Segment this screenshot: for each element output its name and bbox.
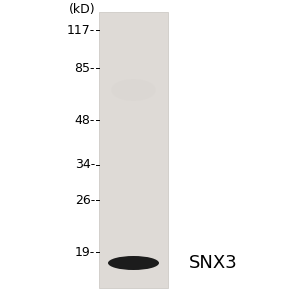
Text: 117-: 117-	[67, 23, 95, 37]
Ellipse shape	[111, 79, 156, 101]
Ellipse shape	[108, 256, 159, 270]
Text: (kD): (kD)	[68, 4, 95, 16]
Text: 19-: 19-	[75, 245, 95, 259]
Bar	[99, 12, 168, 288]
Text: 85-: 85-	[74, 61, 95, 74]
Text: SNX3: SNX3	[189, 254, 238, 272]
Text: 34-: 34-	[75, 158, 95, 172]
Text: 48-: 48-	[75, 113, 95, 127]
Text: 26-: 26-	[75, 194, 95, 206]
